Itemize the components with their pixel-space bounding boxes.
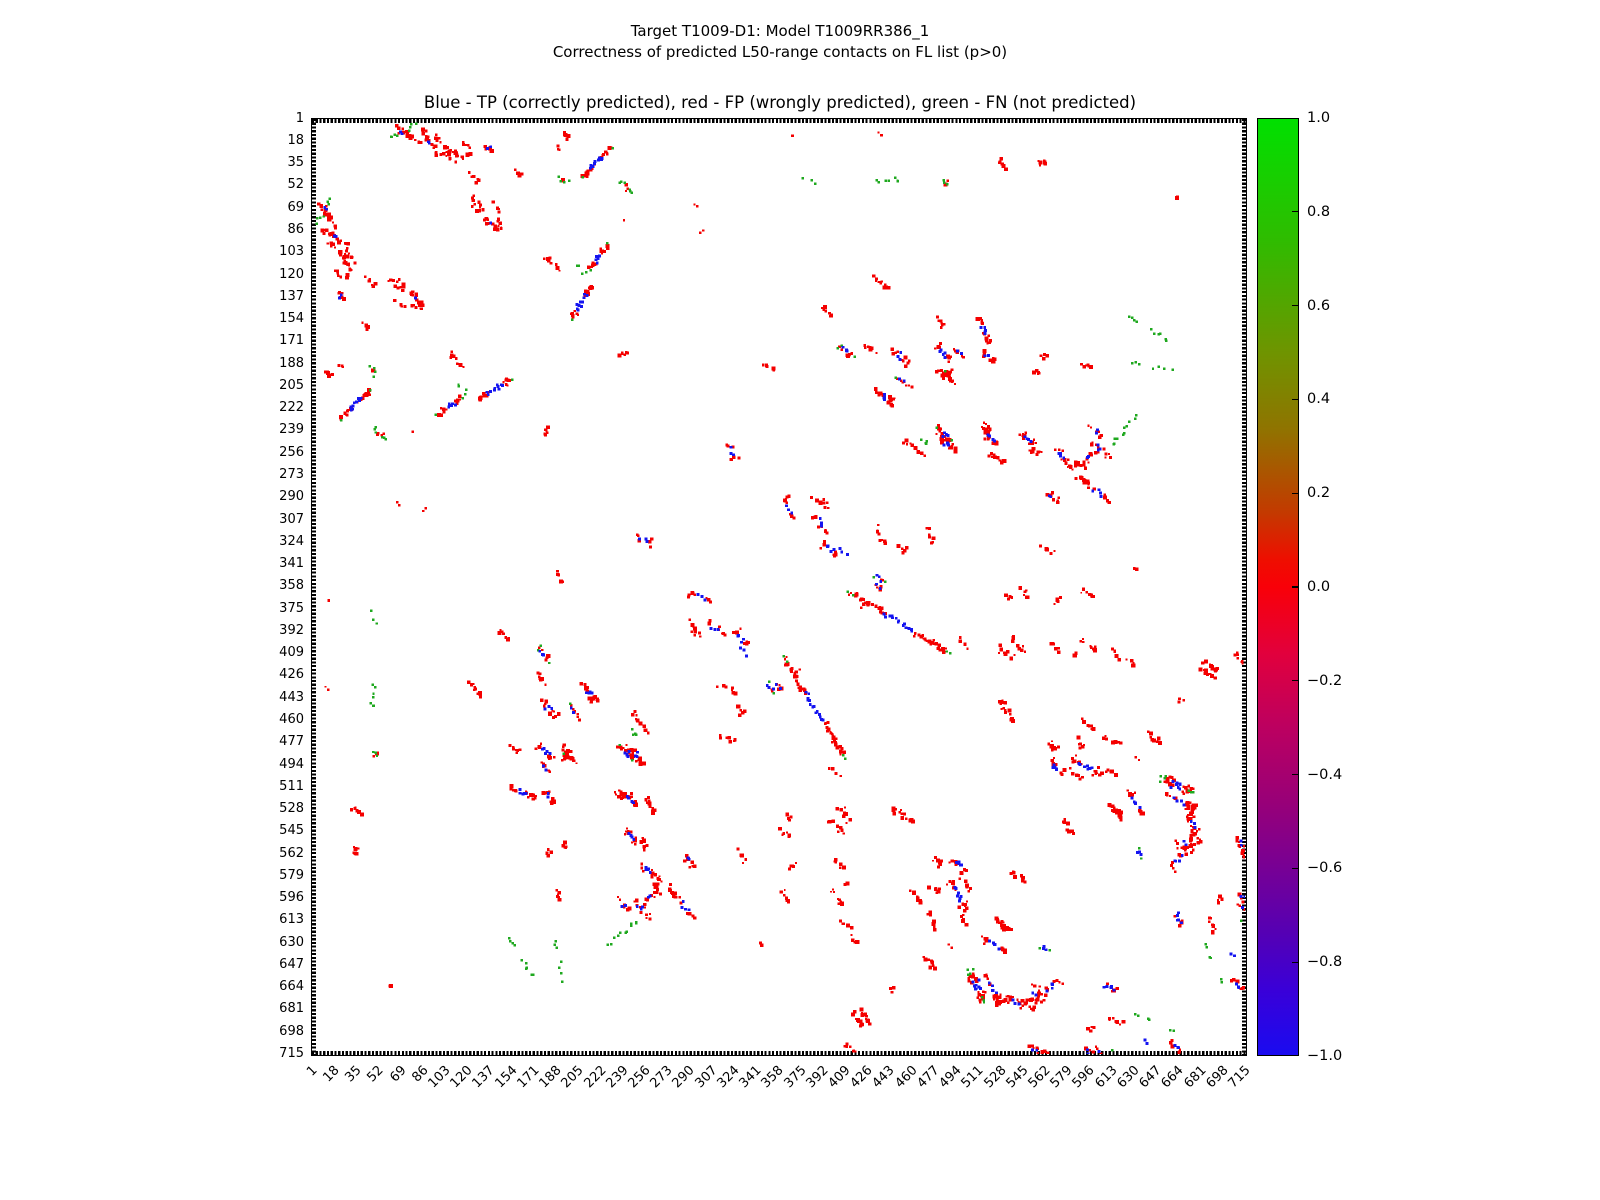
colorbar-tick-label: −1.0 xyxy=(1307,1048,1343,1064)
figure-suptitle: Target T1009-D1: Model T1009RR386_1 Corr… xyxy=(312,21,1248,63)
suptitle-line2: Correctness of predicted L50-range conta… xyxy=(552,43,1008,61)
y-tick-label: 35 xyxy=(287,155,304,171)
y-tick-label: 630 xyxy=(279,934,304,950)
y-tick-label: 256 xyxy=(279,444,304,460)
y-tick-label: 375 xyxy=(279,600,304,616)
colorbar-tick-mark xyxy=(1292,867,1298,870)
colorbar-tick-label: −0.8 xyxy=(1307,954,1343,971)
axis-minor-ticks-right xyxy=(1242,119,1246,1055)
colorbar-tick-mark xyxy=(1292,961,1298,963)
y-tick-label: 681 xyxy=(279,1001,304,1017)
colorbar-tick-mark xyxy=(1292,586,1298,588)
colorbar-tick-label: −0.4 xyxy=(1307,766,1343,783)
y-tick-label: 341 xyxy=(279,556,304,572)
y-tick-label: 120 xyxy=(279,266,304,282)
colorbar-tick-label: 0.6 xyxy=(1307,297,1331,314)
colorbar-tick-label: 0.8 xyxy=(1307,203,1331,220)
y-tick-label: 239 xyxy=(279,422,304,438)
y-tick-label: 579 xyxy=(279,867,304,883)
y-tick-label: 494 xyxy=(279,756,304,772)
y-tick-label: 103 xyxy=(279,244,304,260)
y-tick-label: 137 xyxy=(279,288,304,304)
colorbar-tick-label: −0.6 xyxy=(1307,860,1343,877)
y-tick-label: 392 xyxy=(279,622,304,638)
colorbar-tick-label: −0.2 xyxy=(1307,672,1343,689)
y-tick-label: 52 xyxy=(287,177,304,193)
y-tick-label: 409 xyxy=(279,645,304,661)
y-tick-label: 273 xyxy=(279,466,304,482)
y-tick-label: 528 xyxy=(279,801,304,817)
axis-minor-ticks-top xyxy=(312,119,1246,123)
y-tick-label: 307 xyxy=(279,511,304,527)
y-tick-label: 188 xyxy=(279,355,304,371)
y-tick-label: 664 xyxy=(279,979,304,995)
y-tick-label: 443 xyxy=(279,689,304,705)
y-tick-label: 426 xyxy=(279,667,304,683)
y-tick-label: 596 xyxy=(279,890,304,906)
colorbar-tick-label: 0.4 xyxy=(1307,391,1331,408)
y-tick-label: 647 xyxy=(279,956,304,972)
y-tick-label: 18 xyxy=(287,132,304,148)
axis-minor-ticks-bottom xyxy=(312,1051,1246,1055)
y-tick-label: 290 xyxy=(279,489,304,505)
y-tick-label: 698 xyxy=(279,1023,304,1039)
y-tick-label: 545 xyxy=(279,823,304,839)
axis-minor-ticks-left xyxy=(312,119,316,1055)
y-tick-label: 358 xyxy=(279,578,304,594)
colorbar-tick-mark xyxy=(1292,398,1298,401)
y-tick-label: 562 xyxy=(279,845,304,861)
y-tick-label: 460 xyxy=(279,711,304,727)
y-tick-label: 511 xyxy=(279,778,304,794)
y-tick-label: 205 xyxy=(279,377,304,393)
colorbar-tick-mark xyxy=(1292,492,1298,494)
y-tick-label: 477 xyxy=(279,734,304,750)
y-tick-label: 1 xyxy=(295,110,304,126)
contact-map-plot-area xyxy=(311,118,1247,1056)
y-tick-label: 69 xyxy=(287,199,304,215)
colorbar-tick-mark xyxy=(1292,304,1298,307)
y-tick-label: 222 xyxy=(279,400,304,416)
y-tick-label: 86 xyxy=(287,222,304,237)
y-tick-label: 715 xyxy=(279,1046,304,1062)
colorbar-tick-mark xyxy=(1292,211,1298,213)
y-tick-label: 154 xyxy=(279,311,304,327)
colorbar-tick-label: 0.2 xyxy=(1307,485,1331,502)
y-tick-label: 171 xyxy=(279,333,304,349)
scatter-points-layer xyxy=(315,122,1245,1054)
axes-title: Blue - TP (correctly predicted), red - F… xyxy=(423,93,1137,112)
colorbar-tick-label: 0.0 xyxy=(1307,579,1331,595)
y-tick-label: 613 xyxy=(279,912,304,928)
suptitle-line1: Target T1009-D1: Model T1009RR386_1 xyxy=(630,22,930,40)
colorbar-tick-mark xyxy=(1292,680,1298,682)
y-tick-label: 324 xyxy=(279,533,304,549)
colorbar-tick-label: 1.0 xyxy=(1307,110,1331,126)
colorbar-tick-mark xyxy=(1292,773,1298,776)
